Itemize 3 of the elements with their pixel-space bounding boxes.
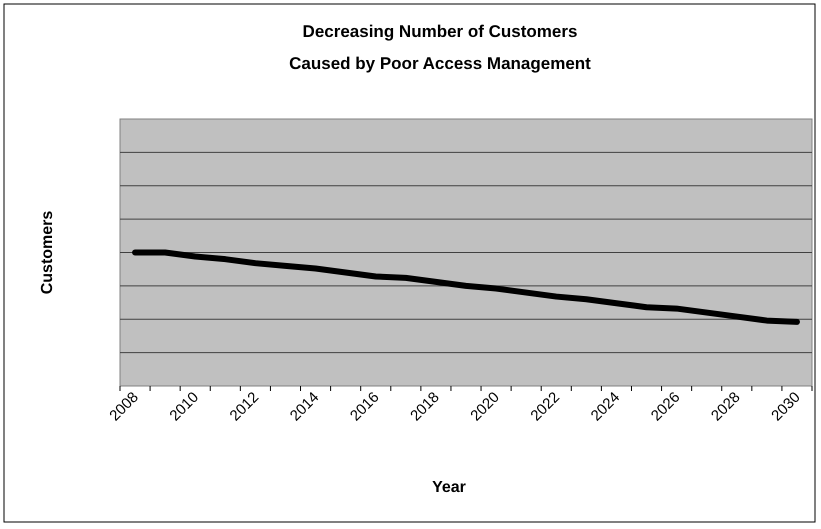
- y-axis-title: Customers: [39, 210, 56, 294]
- x-axis-title: Year: [432, 479, 466, 496]
- chart-title: Decreasing Number of Customers Caused by Poor Access Management: [289, 22, 592, 73]
